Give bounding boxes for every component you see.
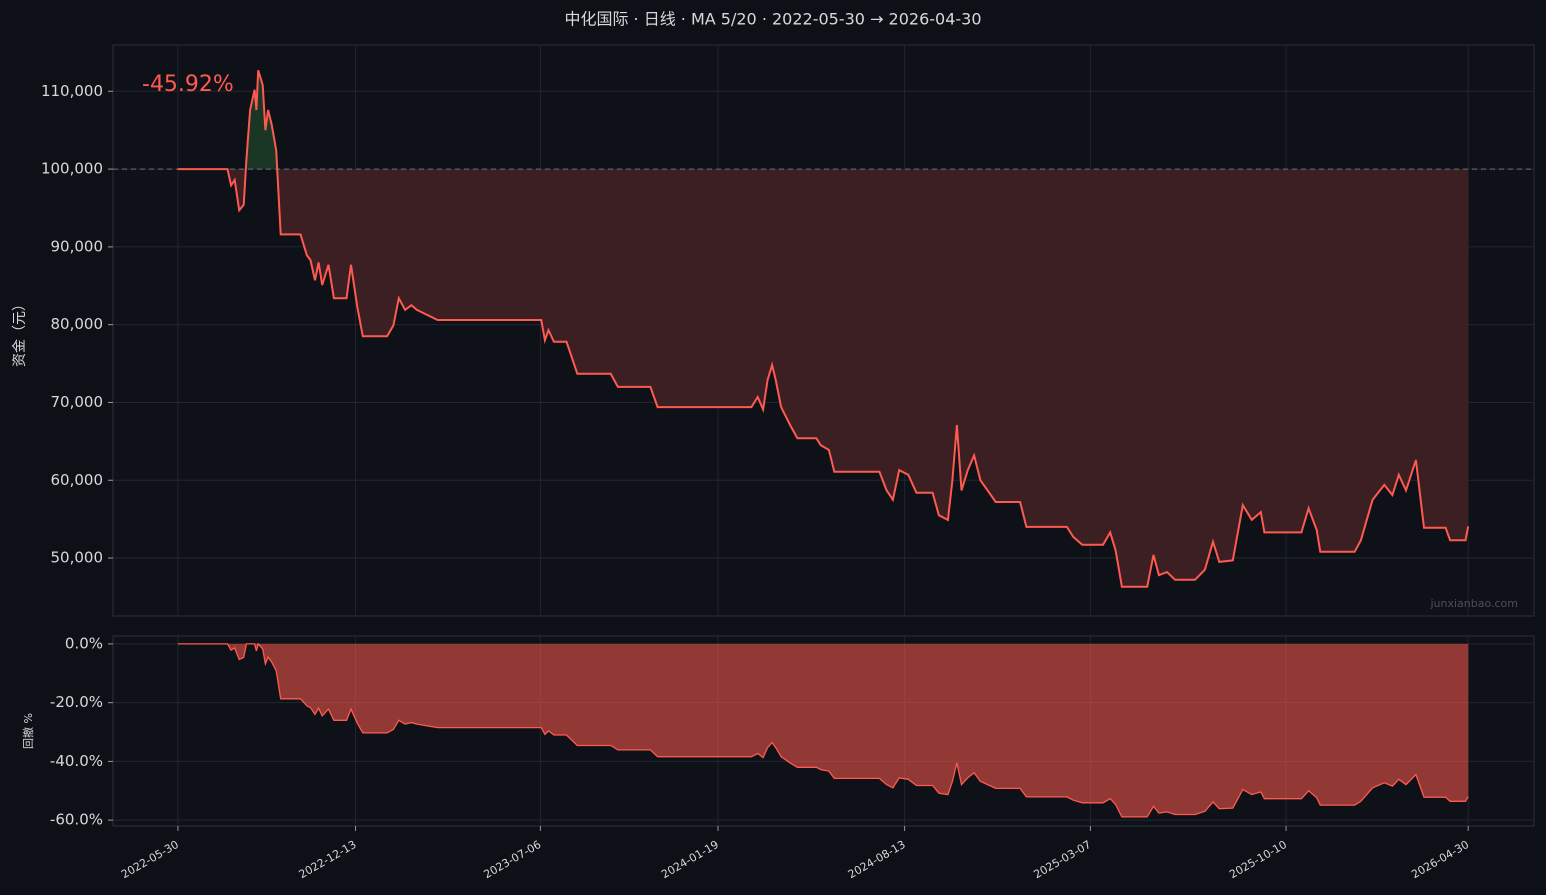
- y-axis-label: 资金（元）: [12, 297, 28, 367]
- return-annotation: -45.92%: [142, 72, 234, 97]
- x-tick-label: 2024-08-13: [846, 838, 908, 881]
- loss-area: [177, 169, 1469, 587]
- y-axis-label: 回撤 %: [21, 713, 35, 749]
- watermark: junxianbao.com: [1429, 597, 1518, 610]
- x-tick-label: 2025-10-10: [1227, 838, 1289, 881]
- y-tick-label: -40.0%: [50, 752, 103, 770]
- chart-title: 中化国际 · 日线 · MA 5/20 · 2022-05-30 → 2026-…: [564, 10, 981, 29]
- x-tick-label: 2022-05-30: [119, 838, 181, 881]
- y-tick-label: 100,000: [41, 160, 103, 178]
- y-tick-label: 50,000: [51, 549, 104, 567]
- y-tick-label: 60,000: [51, 471, 104, 489]
- x-tick-label: 2023-07-06: [482, 838, 544, 881]
- x-tick-label: 2022-12-13: [297, 838, 359, 881]
- y-tick-label: -60.0%: [50, 811, 103, 829]
- y-tick-label: -20.0%: [50, 693, 103, 711]
- x-tick-label: 2024-01-19: [659, 838, 721, 881]
- x-tick-label: 2026-04-30: [1409, 838, 1471, 881]
- y-tick-label: 0.0%: [65, 634, 103, 652]
- y-tick-label: 80,000: [51, 315, 104, 333]
- equity-line: [177, 70, 1470, 588]
- y-tick-label: 90,000: [51, 237, 104, 255]
- y-tick-label: 110,000: [41, 82, 103, 100]
- x-tick-label: 2025-03-07: [1032, 838, 1094, 881]
- drawdown-area: [177, 643, 1469, 817]
- y-tick-label: 70,000: [51, 393, 104, 411]
- drawdown-line: [177, 642, 1469, 818]
